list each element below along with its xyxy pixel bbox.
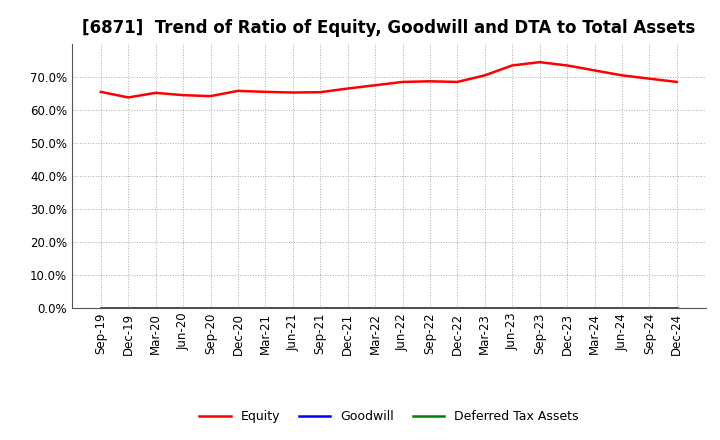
Equity	[316, 89, 325, 95]
Goodwill	[426, 305, 434, 311]
Goodwill	[536, 305, 544, 311]
Equity	[124, 95, 132, 100]
Equity	[508, 63, 516, 68]
Equity	[179, 92, 187, 98]
Equity	[289, 90, 297, 95]
Deferred Tax Assets	[124, 305, 132, 311]
Deferred Tax Assets	[480, 305, 489, 311]
Goodwill	[672, 305, 681, 311]
Legend: Equity, Goodwill, Deferred Tax Assets: Equity, Goodwill, Deferred Tax Assets	[194, 406, 583, 429]
Goodwill	[233, 305, 242, 311]
Deferred Tax Assets	[316, 305, 325, 311]
Equity	[672, 79, 681, 84]
Goodwill	[206, 305, 215, 311]
Deferred Tax Assets	[96, 305, 105, 311]
Equity	[563, 63, 572, 68]
Equity	[480, 73, 489, 78]
Goodwill	[508, 305, 516, 311]
Goodwill	[453, 305, 462, 311]
Goodwill	[590, 305, 599, 311]
Deferred Tax Assets	[206, 305, 215, 311]
Goodwill	[618, 305, 626, 311]
Goodwill	[316, 305, 325, 311]
Goodwill	[151, 305, 160, 311]
Title: [6871]  Trend of Ratio of Equity, Goodwill and DTA to Total Assets: [6871] Trend of Ratio of Equity, Goodwil…	[82, 19, 696, 37]
Deferred Tax Assets	[536, 305, 544, 311]
Equity	[536, 59, 544, 65]
Goodwill	[398, 305, 407, 311]
Line: Equity: Equity	[101, 62, 677, 97]
Equity	[261, 89, 270, 95]
Equity	[343, 86, 352, 91]
Goodwill	[371, 305, 379, 311]
Goodwill	[124, 305, 132, 311]
Deferred Tax Assets	[398, 305, 407, 311]
Equity	[96, 89, 105, 95]
Equity	[645, 76, 654, 81]
Equity	[590, 68, 599, 73]
Goodwill	[96, 305, 105, 311]
Equity	[426, 79, 434, 84]
Goodwill	[261, 305, 270, 311]
Goodwill	[645, 305, 654, 311]
Goodwill	[343, 305, 352, 311]
Deferred Tax Assets	[618, 305, 626, 311]
Goodwill	[480, 305, 489, 311]
Deferred Tax Assets	[590, 305, 599, 311]
Deferred Tax Assets	[261, 305, 270, 311]
Deferred Tax Assets	[453, 305, 462, 311]
Equity	[398, 79, 407, 84]
Deferred Tax Assets	[563, 305, 572, 311]
Deferred Tax Assets	[426, 305, 434, 311]
Equity	[618, 73, 626, 78]
Deferred Tax Assets	[508, 305, 516, 311]
Equity	[371, 83, 379, 88]
Equity	[206, 94, 215, 99]
Equity	[233, 88, 242, 93]
Equity	[151, 90, 160, 95]
Deferred Tax Assets	[645, 305, 654, 311]
Deferred Tax Assets	[371, 305, 379, 311]
Goodwill	[563, 305, 572, 311]
Equity	[453, 79, 462, 84]
Deferred Tax Assets	[233, 305, 242, 311]
Deferred Tax Assets	[289, 305, 297, 311]
Deferred Tax Assets	[672, 305, 681, 311]
Deferred Tax Assets	[151, 305, 160, 311]
Deferred Tax Assets	[179, 305, 187, 311]
Goodwill	[179, 305, 187, 311]
Deferred Tax Assets	[343, 305, 352, 311]
Goodwill	[289, 305, 297, 311]
